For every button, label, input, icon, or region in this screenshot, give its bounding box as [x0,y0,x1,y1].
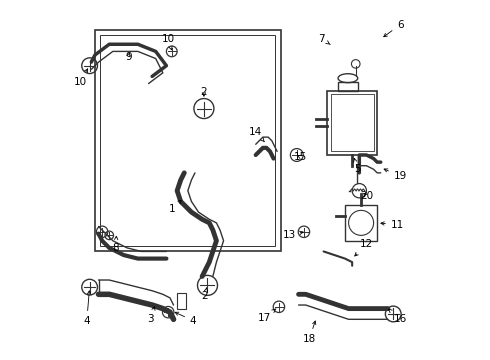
Text: 11: 11 [381,220,404,230]
Bar [177,293,186,309]
Text: 8: 8 [112,236,119,253]
Text: 18: 18 [303,321,316,344]
Text: 10: 10 [74,69,88,87]
Text: 10: 10 [162,34,175,50]
Text: 15: 15 [294,152,307,162]
Text: 2: 2 [200,87,207,98]
Text: 20: 20 [360,191,373,201]
Text: 9: 9 [125,52,131,62]
Text: 13: 13 [283,230,303,240]
Text: 5: 5 [354,158,361,174]
Text: 4: 4 [83,291,91,326]
Bar [345,205,377,241]
Bar [331,94,373,152]
Text: 4: 4 [175,312,196,326]
Text: 14: 14 [249,127,264,142]
Bar [327,91,377,155]
Text: 7: 7 [318,34,330,45]
Text: 1: 1 [169,200,181,213]
Text: 12: 12 [355,239,373,256]
Text: 17: 17 [258,309,276,323]
Text: 19: 19 [384,169,407,181]
Text: 2: 2 [202,288,208,301]
Text: 3: 3 [147,307,155,324]
Text: 16: 16 [389,309,407,324]
Bar [338,82,358,91]
Text: 6: 6 [384,19,404,37]
